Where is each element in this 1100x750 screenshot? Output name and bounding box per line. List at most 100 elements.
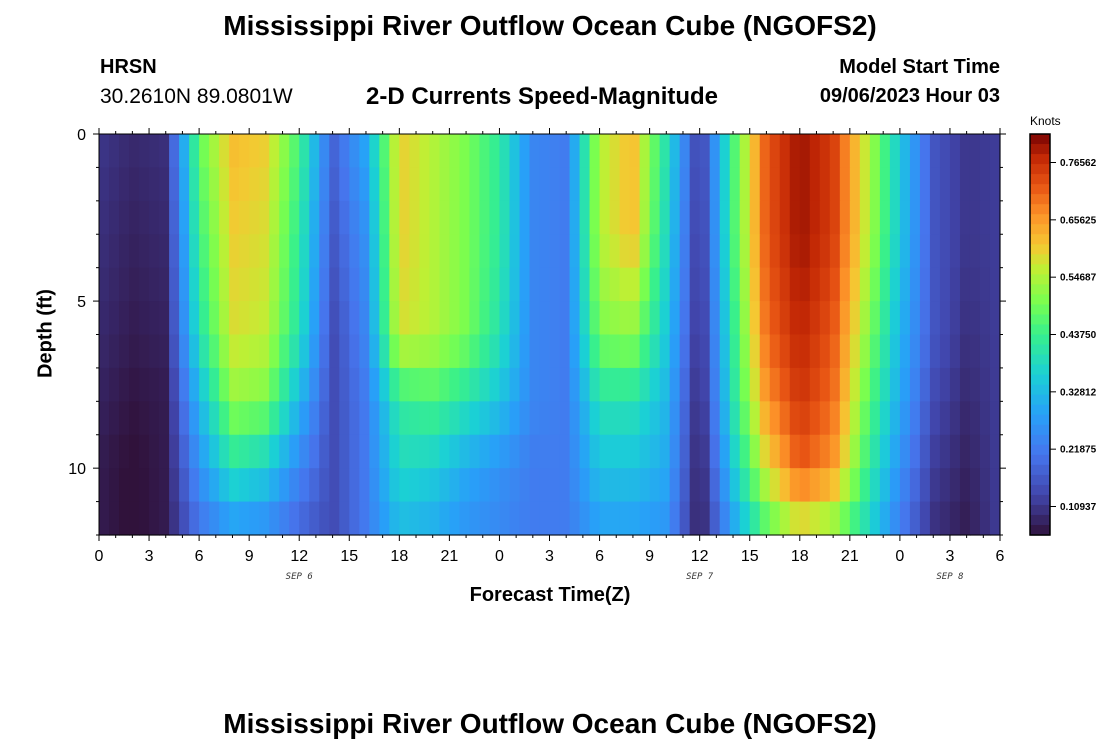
heatmap-cell <box>379 501 390 536</box>
heatmap-cell <box>529 167 541 202</box>
heatmap-cell <box>869 334 881 369</box>
heatmap-cell <box>689 167 701 202</box>
heatmap-cell <box>439 367 450 402</box>
heatmap-cell <box>929 367 941 402</box>
heatmap-cell <box>669 434 681 469</box>
heatmap-cell <box>339 234 350 269</box>
heatmap-cell <box>609 434 621 469</box>
heatmap-cell <box>289 301 300 336</box>
heatmap-cell <box>349 501 360 536</box>
heatmap-cell <box>119 401 130 436</box>
heatmap-cell <box>159 334 170 369</box>
heatmap-cell <box>639 167 651 202</box>
heatmap-cell <box>99 501 110 536</box>
colorbar-segment <box>1030 274 1050 285</box>
heatmap-cell <box>799 234 811 269</box>
heatmap-cell <box>839 134 851 169</box>
heatmap-cell <box>239 434 250 469</box>
heatmap-cell <box>599 434 611 469</box>
heatmap-cell <box>779 468 791 503</box>
heatmap-cell <box>949 234 961 269</box>
heatmap-cell <box>859 301 871 336</box>
heatmap-cell <box>109 367 120 402</box>
heatmap-cell <box>979 501 991 536</box>
heatmap-cell <box>959 434 971 469</box>
heatmap-cell <box>179 234 190 269</box>
heatmap-cell <box>359 468 370 503</box>
heatmap-cell <box>549 367 561 402</box>
heatmap-cell <box>649 134 661 169</box>
heatmap-cell <box>589 334 601 369</box>
heatmap-cell <box>709 434 721 469</box>
heatmap-cell <box>809 468 821 503</box>
heatmap-cell <box>889 134 901 169</box>
heatmap-cell <box>179 468 190 503</box>
heatmap-cell <box>699 267 711 302</box>
heatmap-cell <box>789 401 801 436</box>
heatmap-cell <box>719 267 731 302</box>
heatmap-cell <box>869 401 881 436</box>
heatmap-cell <box>779 267 791 302</box>
heatmap-cell <box>359 234 370 269</box>
heatmap-cell <box>199 167 210 202</box>
heatmap-cell <box>629 267 641 302</box>
heatmap-cell <box>99 434 110 469</box>
heatmap-cell <box>769 434 781 469</box>
heatmap-cell <box>519 401 531 436</box>
heatmap-cell <box>799 468 811 503</box>
heatmap-cell <box>109 200 120 235</box>
heatmap-cell <box>169 234 180 269</box>
heatmap-cell <box>909 200 921 235</box>
heatmap-cell <box>879 134 891 169</box>
heatmap-cell <box>629 167 641 202</box>
heatmap-cell <box>119 267 130 302</box>
heatmap-cell <box>509 134 521 169</box>
heatmap-cell <box>539 434 551 469</box>
heatmap-cell <box>249 434 260 469</box>
heatmap-cell <box>279 434 290 469</box>
heatmap-cell <box>119 234 130 269</box>
heatmap-cell <box>319 134 330 169</box>
heatmap-cell <box>209 367 220 402</box>
colorbar-segment <box>1030 234 1050 245</box>
heatmap-cell <box>749 301 761 336</box>
heatmap-cell <box>589 401 601 436</box>
heatmap-cell <box>599 334 611 369</box>
heatmap-cell <box>449 501 460 536</box>
colorbar-segment <box>1030 354 1050 366</box>
heatmap-cell <box>989 200 1001 235</box>
heatmap-cell <box>279 134 290 169</box>
heatmap-cell <box>409 401 420 436</box>
heatmap-cell <box>349 167 360 202</box>
heatmap-cell <box>319 367 330 402</box>
x-tick-label: 12 <box>691 548 709 565</box>
heatmap-cell <box>789 501 801 536</box>
heatmap-cell <box>279 167 290 202</box>
heatmap-cell <box>439 334 450 369</box>
heatmap-cell <box>489 267 501 302</box>
heatmap-cell <box>879 501 891 536</box>
x-tick-label: 0 <box>895 548 904 565</box>
heatmap-cell <box>509 501 521 536</box>
heatmap-cell <box>899 367 911 402</box>
heatmap-cell <box>959 501 971 536</box>
heatmap-cell <box>339 367 350 402</box>
heatmap-cell <box>129 301 140 336</box>
heatmap-cell <box>119 301 130 336</box>
heatmap-cell <box>429 134 440 169</box>
heatmap-cell <box>789 134 801 169</box>
heatmap-cell <box>259 267 270 302</box>
heatmap-cell <box>479 134 491 169</box>
heatmap-cell <box>529 134 541 169</box>
heatmap-cell <box>499 501 511 536</box>
heatmap-cell <box>829 234 841 269</box>
heatmap-cell <box>959 301 971 336</box>
heatmap-cell <box>979 367 991 402</box>
heatmap-cell <box>899 501 911 536</box>
heatmap-cell <box>859 367 871 402</box>
heatmap-cell <box>889 267 901 302</box>
heatmap-cell <box>179 167 190 202</box>
heatmap-cell <box>829 501 841 536</box>
heatmap-cell <box>909 367 921 402</box>
heatmap-cell <box>189 267 200 302</box>
